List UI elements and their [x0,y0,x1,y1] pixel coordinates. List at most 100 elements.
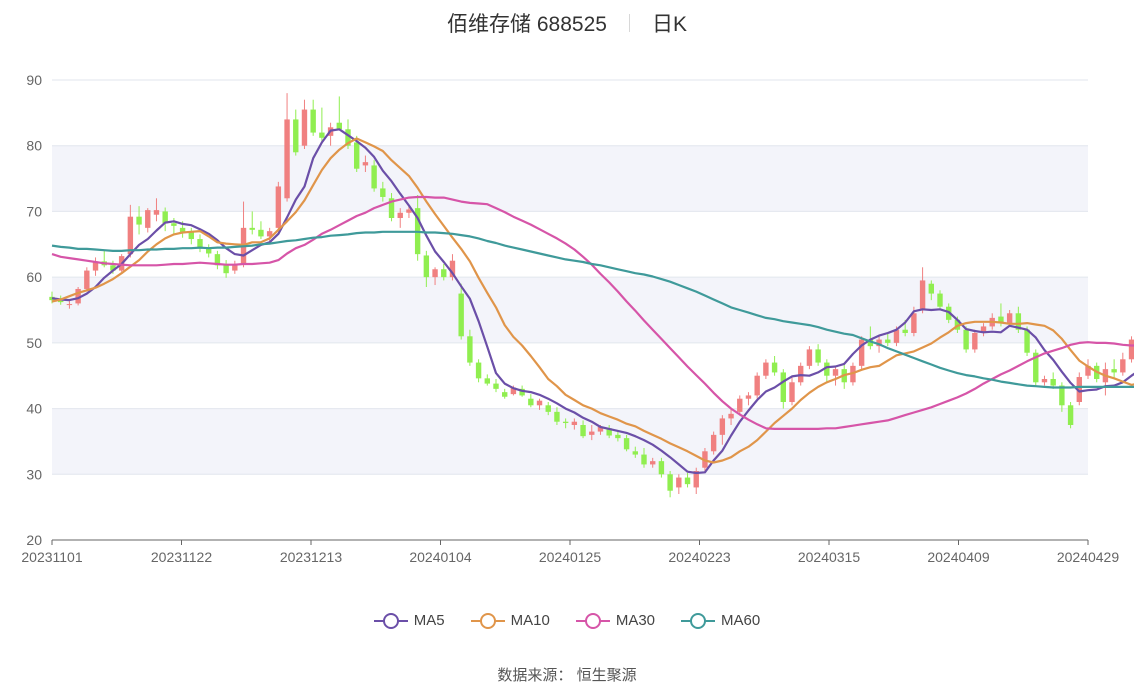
candle [763,359,769,379]
candle [145,208,151,233]
candle-body [1076,377,1082,402]
candle [475,359,482,383]
candle [789,375,795,406]
candle-body [188,232,194,240]
candle [197,234,203,253]
candle [815,344,821,366]
x-tick-label: 20240223 [668,549,731,565]
candle-body [1041,379,1048,383]
candle [858,336,865,370]
legend-swatch [575,612,610,629]
legend-swatch [681,612,716,629]
candle-body [301,109,308,146]
plot-bands [52,145,1088,475]
candle [554,407,560,425]
grid-lines [52,79,1088,475]
candle [127,204,134,258]
candle-body [728,413,734,419]
legend-item-ma30[interactable]: MA30 [575,612,655,629]
candle [824,359,830,383]
candle-body [824,362,830,376]
chart-title-row: 佰维存储 688525 日K [0,6,1134,40]
candle [885,333,891,347]
candle [1041,375,1048,386]
legend: MA5 MA10 MA30 MA60 [0,612,1134,629]
candle-body [667,474,673,491]
candle-body [719,418,726,435]
candle-body [1033,352,1039,383]
ma60-line [51,230,1134,389]
candle-body [554,411,560,422]
candle [484,374,490,386]
candle [710,431,717,455]
candle-body [763,362,769,376]
candle [571,418,578,430]
candle-body [467,336,473,363]
candle-body [493,383,499,389]
candle [615,431,621,442]
candle [623,434,630,452]
candle-body [92,261,99,271]
candle-body [1067,405,1074,425]
candle [371,160,377,192]
y-tick-label: 60 [26,269,42,285]
candle [432,267,438,286]
x-tick-label: 20240315 [798,549,861,565]
chart-period: 日K [651,13,687,36]
candle-body [345,129,351,146]
candle-body [136,216,142,225]
candle [423,250,430,287]
candle-body [858,339,865,366]
legend-label: MA60 [721,612,761,629]
candle-body [632,451,638,455]
legend-item-ma10[interactable]: MA10 [470,612,550,629]
candle-body [528,398,534,406]
candle-body [1006,313,1013,324]
candle-body [789,382,795,402]
candle-body [266,231,273,237]
candle [362,155,369,172]
candle-body [536,400,543,406]
candle [589,425,595,441]
candle-body [780,372,786,402]
candle-body [502,392,508,397]
candle-body [336,122,342,130]
candle [388,193,395,222]
candle [528,394,534,408]
candle-body [885,339,891,343]
candle [188,227,194,245]
candle [162,207,168,232]
candle-body [876,339,882,347]
candle-body [432,269,438,278]
candle-body [571,421,578,425]
candle-body [284,119,290,199]
candle-body [58,300,64,303]
candle-body [380,188,386,197]
candle-body [197,239,203,248]
candle-body [745,395,752,399]
candle [641,448,647,468]
candle [658,457,665,478]
legend-swatch [470,612,505,629]
candle [249,211,255,235]
candle-body [998,316,1004,324]
candle-body [397,212,403,218]
candle-body [902,329,908,333]
candle [754,372,760,399]
candle-body [1024,329,1030,353]
candle-body [153,210,160,215]
candle-body [972,333,978,350]
legend-swatch [373,612,408,629]
candle-body [615,434,621,439]
legend-item-ma60[interactable]: MA60 [681,612,760,629]
legend-item-ma5[interactable]: MA5 [373,612,445,629]
candle-body [232,264,238,271]
candle [919,267,926,314]
candle-body [684,477,691,485]
candle [206,244,212,258]
candle-body [275,186,282,228]
candle [1128,336,1134,363]
candle-body [754,375,760,396]
candle-body [928,283,934,294]
candle [92,257,99,276]
